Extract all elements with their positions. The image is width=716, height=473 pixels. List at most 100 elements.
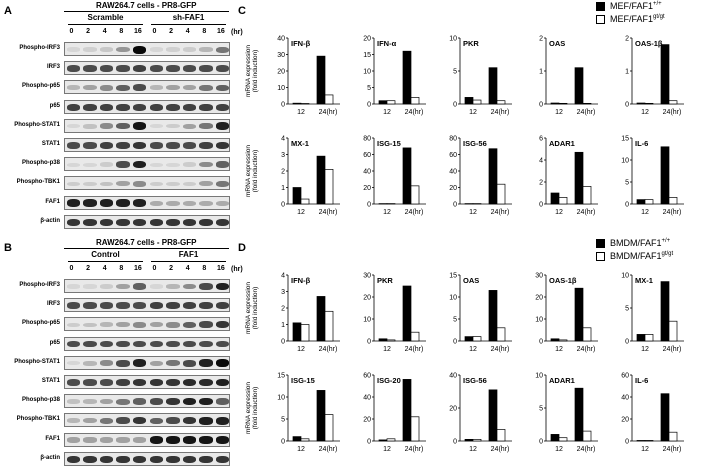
blot-band bbox=[215, 103, 229, 111]
x-tick-label: 24(hr) bbox=[319, 346, 338, 353]
blot-band bbox=[182, 85, 197, 91]
y-tick-label: 0 bbox=[281, 439, 285, 446]
blot-band bbox=[215, 122, 229, 131]
timepoint-label: 0 bbox=[69, 28, 74, 35]
blot-band bbox=[149, 360, 164, 366]
mini-chart: 0 5 10 15 IL-6 12 24(hr) bbox=[621, 136, 684, 216]
blot-band bbox=[116, 123, 130, 130]
blot-band bbox=[166, 455, 180, 463]
y-tick-label: 5 bbox=[367, 85, 371, 92]
chart-title: ISG-20 bbox=[377, 376, 401, 385]
y-tick-label: 0 bbox=[625, 439, 629, 446]
timepoint-label: 0 bbox=[152, 28, 157, 35]
x-tick-label: 24(hr) bbox=[491, 109, 510, 116]
blot-band bbox=[215, 282, 229, 291]
y-axis-label-unit: (fold induction) bbox=[252, 50, 259, 93]
blot-band bbox=[83, 340, 97, 348]
blot-band bbox=[215, 46, 229, 53]
x-tick-label: 24(hr) bbox=[405, 446, 424, 453]
timepoint-label: 2 bbox=[169, 28, 174, 35]
blot-band bbox=[166, 417, 180, 425]
y-tick-label: 60 bbox=[621, 373, 629, 380]
bar bbox=[668, 320, 678, 342]
blot-panel-a: A RAW264.7 cells - PR8-GFP Scramble sh-FAF1… bbox=[0, 0, 243, 236]
blot-band bbox=[116, 103, 130, 111]
y-tick-label: 1 bbox=[539, 69, 543, 76]
x-tick-label: 24(hr) bbox=[319, 109, 338, 116]
blot-band bbox=[99, 123, 114, 130]
chart-title: ISG-56 bbox=[463, 139, 487, 148]
bar bbox=[378, 338, 388, 342]
x-tick-label: 12 bbox=[641, 346, 649, 353]
bar bbox=[292, 436, 302, 442]
y-tick-label: 0 bbox=[625, 102, 629, 109]
bar bbox=[324, 169, 334, 205]
blot-band bbox=[132, 218, 147, 226]
blot-band bbox=[83, 322, 97, 328]
x-tick-label: 24(hr) bbox=[577, 446, 596, 453]
timepoint-label: 16 bbox=[133, 28, 142, 35]
legend-swatch bbox=[596, 15, 605, 24]
y-tick-label: 0 bbox=[281, 202, 285, 209]
chart-title: OAS bbox=[463, 276, 479, 285]
bar bbox=[386, 339, 396, 342]
chart-title: OAS-1β bbox=[549, 276, 577, 285]
blot-band bbox=[132, 359, 147, 368]
blot-strip bbox=[64, 214, 230, 229]
blot-strip bbox=[64, 157, 230, 172]
blot-band bbox=[182, 359, 197, 367]
legend-swatch bbox=[596, 2, 605, 11]
x-tick-label: 12 bbox=[297, 446, 305, 453]
y-tick-label: 0 bbox=[625, 202, 629, 209]
blot-band bbox=[166, 85, 180, 91]
timepoint-label: 4 bbox=[185, 28, 190, 35]
blot-band bbox=[182, 417, 197, 425]
blot-band bbox=[199, 123, 213, 130]
blot-band bbox=[149, 162, 164, 167]
y-tick-label: 2 bbox=[625, 36, 629, 43]
bar bbox=[488, 290, 498, 342]
blot-band bbox=[116, 199, 130, 207]
chart-title: ADAR1 bbox=[549, 376, 575, 385]
blot-band bbox=[199, 84, 213, 91]
blot-band bbox=[83, 418, 97, 424]
bar bbox=[292, 187, 302, 205]
blot-band bbox=[199, 142, 213, 149]
blot-row-label: β-actin bbox=[40, 217, 60, 224]
blot-strip bbox=[64, 99, 230, 114]
bar bbox=[660, 146, 670, 205]
blot-band bbox=[99, 322, 114, 328]
timepoint-label: 2 bbox=[169, 265, 174, 272]
x-tick-label: 12 bbox=[383, 209, 391, 216]
timepoint-label: 8 bbox=[119, 265, 124, 272]
bar bbox=[660, 281, 670, 342]
mini-chart: 0 10 20 30 PKR 12 24(hr) bbox=[363, 273, 426, 353]
bar bbox=[472, 439, 482, 442]
blot-band bbox=[66, 418, 81, 424]
legend-entry: MEF/FAF1+/+ bbox=[610, 1, 662, 11]
bar bbox=[464, 439, 474, 442]
bar bbox=[644, 102, 654, 105]
bar bbox=[496, 183, 506, 205]
mini-chart: 0 5 10 15 20 IFN-α 12 24(hr) bbox=[363, 36, 426, 116]
blot-band bbox=[83, 47, 97, 52]
blot-band bbox=[116, 283, 130, 290]
x-tick-label: 24(hr) bbox=[663, 446, 682, 453]
legend-text-main: MEF/FAF1 bbox=[610, 1, 654, 11]
blot-band bbox=[66, 103, 81, 111]
bar bbox=[582, 186, 592, 205]
blot-band bbox=[132, 417, 147, 425]
chart-title: OAS-1β bbox=[635, 39, 663, 48]
blot-band bbox=[132, 378, 147, 387]
blot-band bbox=[83, 284, 97, 289]
blot-band bbox=[149, 302, 164, 310]
blot-row-label: FAF1 bbox=[45, 435, 60, 442]
blot-band bbox=[215, 141, 229, 150]
blot-band bbox=[149, 85, 164, 91]
bar bbox=[292, 322, 302, 342]
bar bbox=[660, 44, 670, 105]
